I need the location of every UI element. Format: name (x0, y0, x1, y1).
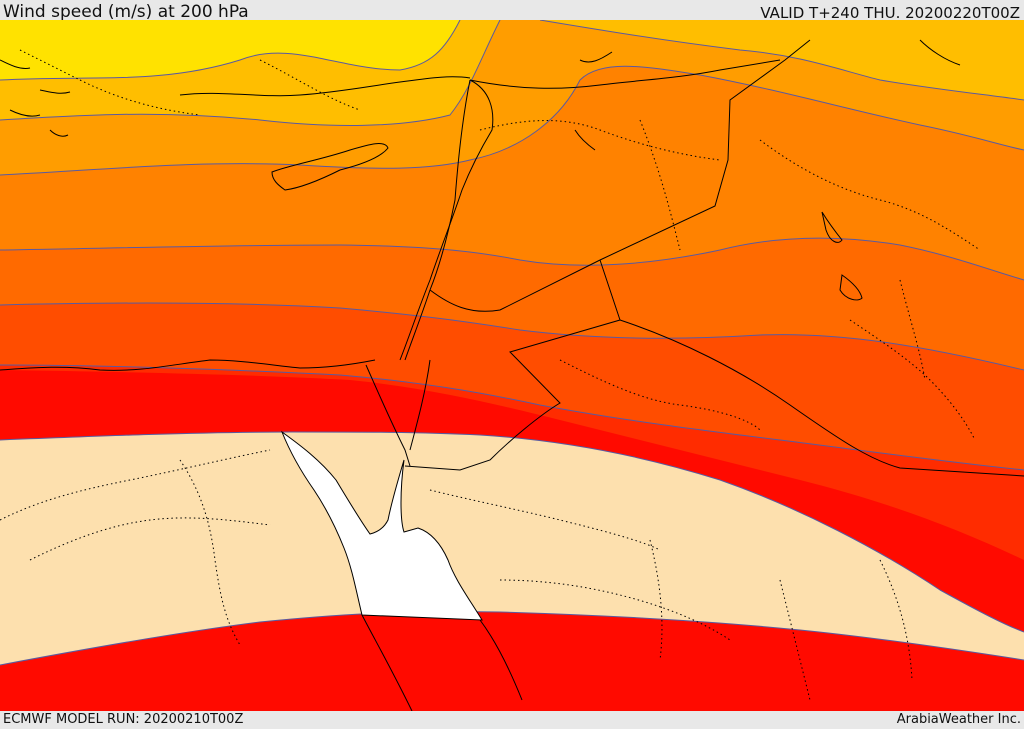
contour-lines (0, 20, 1024, 666)
map-title: Wind speed (m/s) at 200 hPa (3, 2, 249, 22)
footer-bar: ECMWF MODEL RUN: 20200210T00Z ArabiaWeat… (0, 711, 1024, 729)
valid-time: VALID T+240 THU. 20200220T00Z (760, 4, 1020, 22)
borders (0, 39, 1024, 711)
wind-gap-band (0, 432, 1024, 665)
internal-boundaries (0, 49, 981, 701)
red-sea (280, 430, 483, 621)
wind-speed-map (0, 20, 1024, 711)
wind-band-south (0, 611, 1024, 711)
model-run: ECMWF MODEL RUN: 20200210T00Z (3, 712, 244, 727)
header-bar: Wind speed (m/s) at 200 hPa VALID T+240 … (0, 0, 1024, 22)
credit: ArabiaWeather Inc. (896, 712, 1021, 727)
aegean-islands (0, 51, 613, 151)
